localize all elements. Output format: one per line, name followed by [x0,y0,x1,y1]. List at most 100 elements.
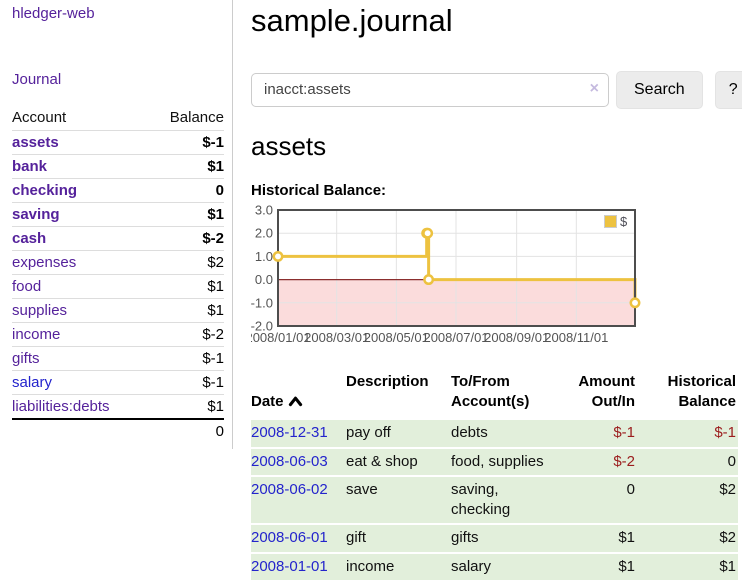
sidebar-item-journal[interactable]: Journal [12,71,62,88]
transaction-date-cell: 2008-06-02 [251,474,346,524]
accounts-total-row: 0 [12,418,224,443]
transaction-row: 2008-06-02 save saving, checking 0 $2 [251,474,738,524]
account-row: bank $1 [12,154,224,179]
legend-swatch-icon [604,214,617,228]
register-header-accounts: To/From Account(s) [451,372,530,410]
chart-title: Historical Balance: [251,181,387,199]
chart-plot-area[interactable]: 3.0 2.0 1.0 0.0 -1.0 -2.02008/01/012008/03/01… [251,204,742,346]
transaction-accounts: food, supplies [451,446,566,475]
account-link[interactable]: bank [12,158,48,175]
account-row: supplies $1 [12,298,224,323]
transaction-balance: $-1 [643,418,738,447]
transaction-row: 2008-06-01 gift gifts $1 $2 [251,523,738,552]
transaction-amount: $-1 [566,418,643,447]
transaction-amount: $1 [566,523,643,552]
transaction-amount: $1 [566,551,643,580]
transaction-accounts: debts [451,418,566,447]
account-balance: 0 [148,178,224,203]
account-balance: $-2 [148,226,224,251]
main-content: sample.journal × Search ? assets Histori… [233,0,742,580]
search-input[interactable] [251,72,609,107]
account-link[interactable]: liabilities:debts [12,398,110,415]
svg-text:2008/09/01: 2008/09/01 [484,330,549,345]
transaction-description: save [346,474,451,524]
account-link[interactable]: food [12,278,42,295]
account-row: salary $-1 [12,370,224,395]
transaction-date-cell: 2008-06-03 [251,446,346,475]
transaction-description: income [346,551,451,580]
transaction-date-link[interactable]: 2008-06-02 [251,480,328,498]
svg-text:2008/11/01: 2008/11/01 [544,330,608,345]
transaction-date-link[interactable]: 2008-06-01 [251,529,328,547]
account-row: cash $-2 [12,226,224,251]
account-balance: $1 [148,394,224,419]
account-balance: $-1 [148,346,224,371]
account-row: expenses $2 [12,250,224,275]
search-button[interactable]: Search [616,70,703,109]
transaction-balance: 0 [643,446,738,475]
account-balance: $2 [148,250,224,275]
account-row: food $1 [12,274,224,299]
account-link[interactable]: cash [12,230,47,247]
svg-text:3.0: 3.0 [255,204,273,218]
account-link[interactable]: supplies [12,302,68,319]
transaction-date-link[interactable]: 2008-01-01 [251,557,328,575]
account-link[interactable]: checking [12,182,78,199]
historical-balance-chart[interactable]: 3.0 2.0 1.0 0.0 -1.0 -2.0 2008/01/01 2008/03/01… [251,204,742,346]
account-row: gifts $-1 [12,346,224,371]
account-row: assets $-1 [12,131,224,155]
transaction-description: gift [346,523,451,552]
transaction-row: 2008-06-03 eat & shop food, supplies $-2 0 [251,446,738,475]
transaction-date-cell: 2008-01-01 [251,551,346,580]
sort-ascending-icon [288,393,303,413]
accounts-total-value: 0 [148,418,224,443]
transaction-accounts: salary [451,551,566,580]
chart-legend: $ [603,212,629,230]
transaction-date-link[interactable]: 2008-12-31 [251,424,328,442]
account-balance: $1 [148,298,224,323]
account-row: liabilities:debts $1 [12,394,224,419]
clear-search-icon[interactable]: × [589,79,599,97]
app-brand-link[interactable]: hledger-web [12,5,95,22]
transaction-description: pay off [346,418,451,447]
transaction-balance: $2 [643,474,738,524]
register-header-amount: Amount Out/In [578,372,635,410]
transaction-row: 2008-12-31 pay off debts $-1 $-1 [251,418,738,447]
transaction-accounts: gifts [451,523,566,552]
transaction-date-cell: 2008-06-01 [251,523,346,552]
account-balance: $1 [148,202,224,227]
transaction-accounts: saving, checking [451,474,566,524]
account-link[interactable]: assets [12,134,59,151]
transaction-date-cell: 2008-12-31 [251,418,346,447]
account-link[interactable]: saving [12,206,60,223]
account-balance: $-1 [148,370,224,395]
transaction-balance: $2 [643,523,738,552]
accounts-table: Account Balance assets $-1 bank $1 checking 0… [12,106,224,443]
account-link[interactable]: expenses [12,254,77,271]
svg-text:2008/07/01: 2008/07/01 [423,330,488,345]
page-title: sample.journal [251,3,453,38]
svg-text:-1.0: -1.0 [251,295,273,310]
account-link[interactable]: income [12,326,61,343]
account-balance: $-1 [202,134,224,151]
account-link[interactable]: salary [12,374,53,391]
help-button[interactable]: ? [714,70,742,109]
sidebar: hledger-web Journal Account Balance asse… [0,0,233,449]
register-header-date[interactable]: Date [251,370,346,419]
legend-label: $ [620,213,628,229]
account-link[interactable]: gifts [12,350,40,367]
transaction-date-link[interactable]: 2008-06-03 [251,452,328,470]
account-balance: $1 [148,154,224,179]
register-table: Date Description To/From Account(s) Amou… [251,370,738,580]
search-box: × [251,72,609,107]
account-balance: $-2 [148,322,224,347]
transaction-description: eat & shop [346,446,451,475]
register-header-description: Description [346,372,429,390]
transaction-balance: $1 [643,551,738,580]
register-header-balance: Historical Balance [667,372,736,410]
svg-text:2008/03/01: 2008/03/01 [304,330,369,345]
svg-text:-2.0: -2.0 [251,318,273,333]
transaction-amount: $-2 [566,446,643,475]
svg-text:1.0: 1.0 [255,249,273,264]
